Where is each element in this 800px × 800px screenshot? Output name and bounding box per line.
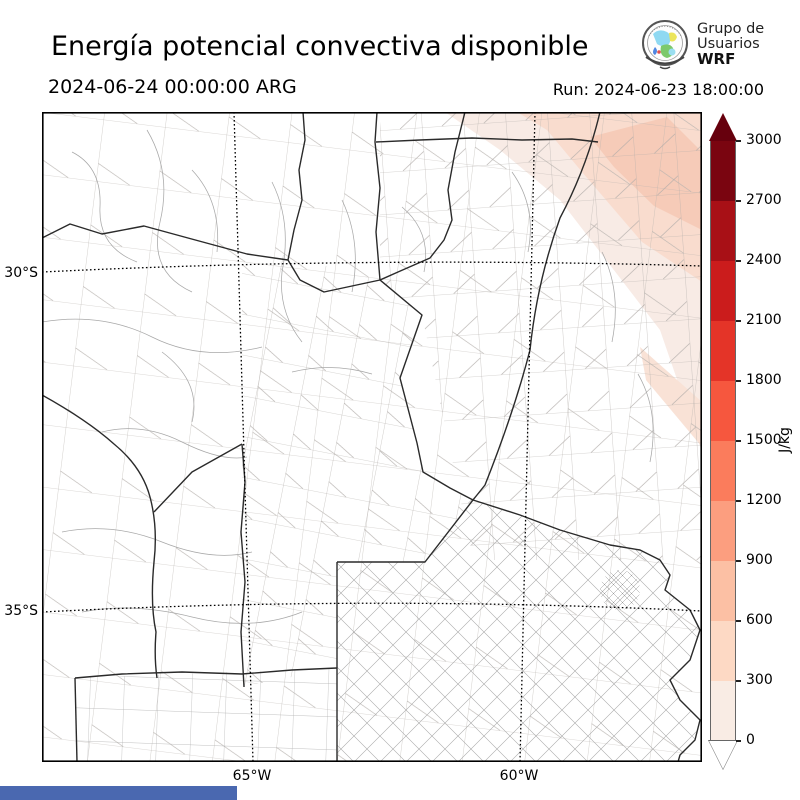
- colorbar-segment: [710, 381, 736, 441]
- map-border: [42, 112, 703, 763]
- wrf-users-group-logo: Grupo de Usuarios WRF: [639, 16, 764, 72]
- logo-line-2: Usuarios: [697, 35, 760, 52]
- colorbar-tick: [736, 140, 741, 142]
- valid-time-label: 2024-06-24 00:00:00 ARG: [48, 76, 297, 98]
- colorbar-tick-label: 1200: [746, 492, 782, 508]
- province-boundaries: [42, 112, 701, 762]
- colorbar-tick-label: 0: [746, 732, 755, 748]
- colorbar-tick-label: 1800: [746, 372, 782, 388]
- lat-tick-35s: 35°S: [4, 603, 38, 619]
- colorbar-tick-label: 2700: [746, 192, 782, 208]
- colorbar-under-arrow-outline: [708, 740, 738, 770]
- colorbar-segment: [710, 681, 736, 741]
- colorbar-tick: [736, 560, 741, 562]
- colorbar-tick: [736, 500, 741, 502]
- colorbar-tick: [736, 620, 741, 622]
- colorbar-units-label: J/kg: [776, 427, 793, 453]
- colorbar-tick-label: 600: [746, 612, 773, 628]
- colorbar-tick-label: 300: [746, 672, 773, 688]
- globe-seal-icon: [642, 20, 688, 70]
- graticule: [42, 112, 702, 762]
- colorbar-tick-label: 2100: [746, 312, 782, 328]
- colorbar-under-arrow: [709, 741, 737, 769]
- colorbar-tick: [736, 320, 741, 322]
- colorbar-segment: [710, 201, 736, 261]
- colorbar-tick-label: 3000: [746, 132, 782, 148]
- colorbar-tick-label: 1500: [746, 432, 782, 448]
- page-title: Energía potencial convectiva disponible: [51, 31, 589, 62]
- colorbar-tick: [736, 200, 741, 202]
- bottom-blue-bar: [0, 786, 237, 800]
- colorbar-segment: [710, 141, 736, 201]
- map-panel: [42, 112, 703, 763]
- lat-tick-30s: 30°S: [4, 265, 38, 281]
- colorbar-segment: [710, 561, 736, 621]
- colorbar-tick-label: 900: [746, 552, 773, 568]
- logo-line-wrf: WRF: [697, 49, 736, 68]
- logo-line-1: Grupo de: [697, 20, 765, 37]
- run-time-label: Run: 2024-06-23 18:00:00: [552, 80, 764, 99]
- colorbar-tick: [736, 440, 741, 442]
- colorbar-segment: [710, 321, 736, 381]
- colorbar-tick: [736, 260, 741, 262]
- colorbar-segment: [710, 441, 736, 501]
- lon-tick-65w: 65°W: [232, 768, 272, 784]
- department-boundaries: [42, 112, 702, 762]
- lon-tick-60w: 60°W: [499, 768, 539, 784]
- colorbar-segment: [710, 501, 736, 561]
- colorbar-tick: [736, 380, 741, 382]
- colorbar-over-arrow: [709, 113, 737, 141]
- colorbar-tick: [736, 740, 741, 742]
- logo-text: Grupo de Usuarios WRF: [697, 20, 765, 68]
- colorbar-tick-label: 2400: [746, 252, 782, 268]
- colorbar-segment: [710, 261, 736, 321]
- map-canvas: [42, 112, 703, 763]
- colorbar-tick: [736, 680, 741, 682]
- colorbar-segment: [710, 621, 736, 681]
